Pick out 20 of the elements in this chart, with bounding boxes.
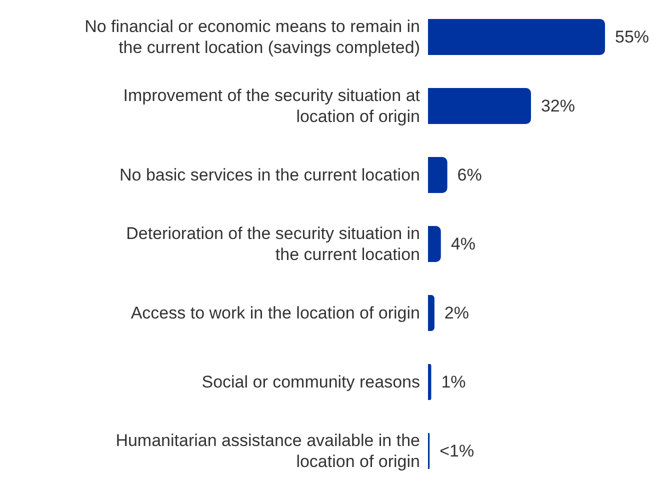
data-label: <1% bbox=[440, 442, 474, 460]
bar bbox=[428, 295, 434, 331]
y-tick-label: Social or community reasons bbox=[202, 372, 420, 391]
bar bbox=[428, 88, 531, 124]
data-label: 32% bbox=[540, 96, 576, 116]
data-label: 55% bbox=[615, 28, 650, 46]
y-tick-label: Access to work in the location of origin bbox=[130, 303, 420, 322]
y-tick-label: Improvement of the security situation at location of origin bbox=[123, 86, 420, 126]
data-label: 4% bbox=[450, 234, 476, 254]
y-tick-label: No basic services in the current location bbox=[120, 165, 420, 184]
y-tick-label: Humanitarian assistance available in the location of origin bbox=[116, 430, 420, 470]
bar bbox=[428, 364, 432, 400]
y-tick-label: Deterioration of the security situation in the current location bbox=[126, 224, 420, 264]
data-label: 1% bbox=[441, 372, 466, 392]
data-label: 2% bbox=[444, 304, 470, 322]
bar bbox=[428, 19, 605, 55]
bar bbox=[428, 226, 441, 262]
bar bbox=[428, 157, 448, 193]
y-tick-label: No financial or economic means to remain in the current location (savings completed) bbox=[84, 16, 420, 56]
data-label: 6% bbox=[457, 166, 482, 184]
